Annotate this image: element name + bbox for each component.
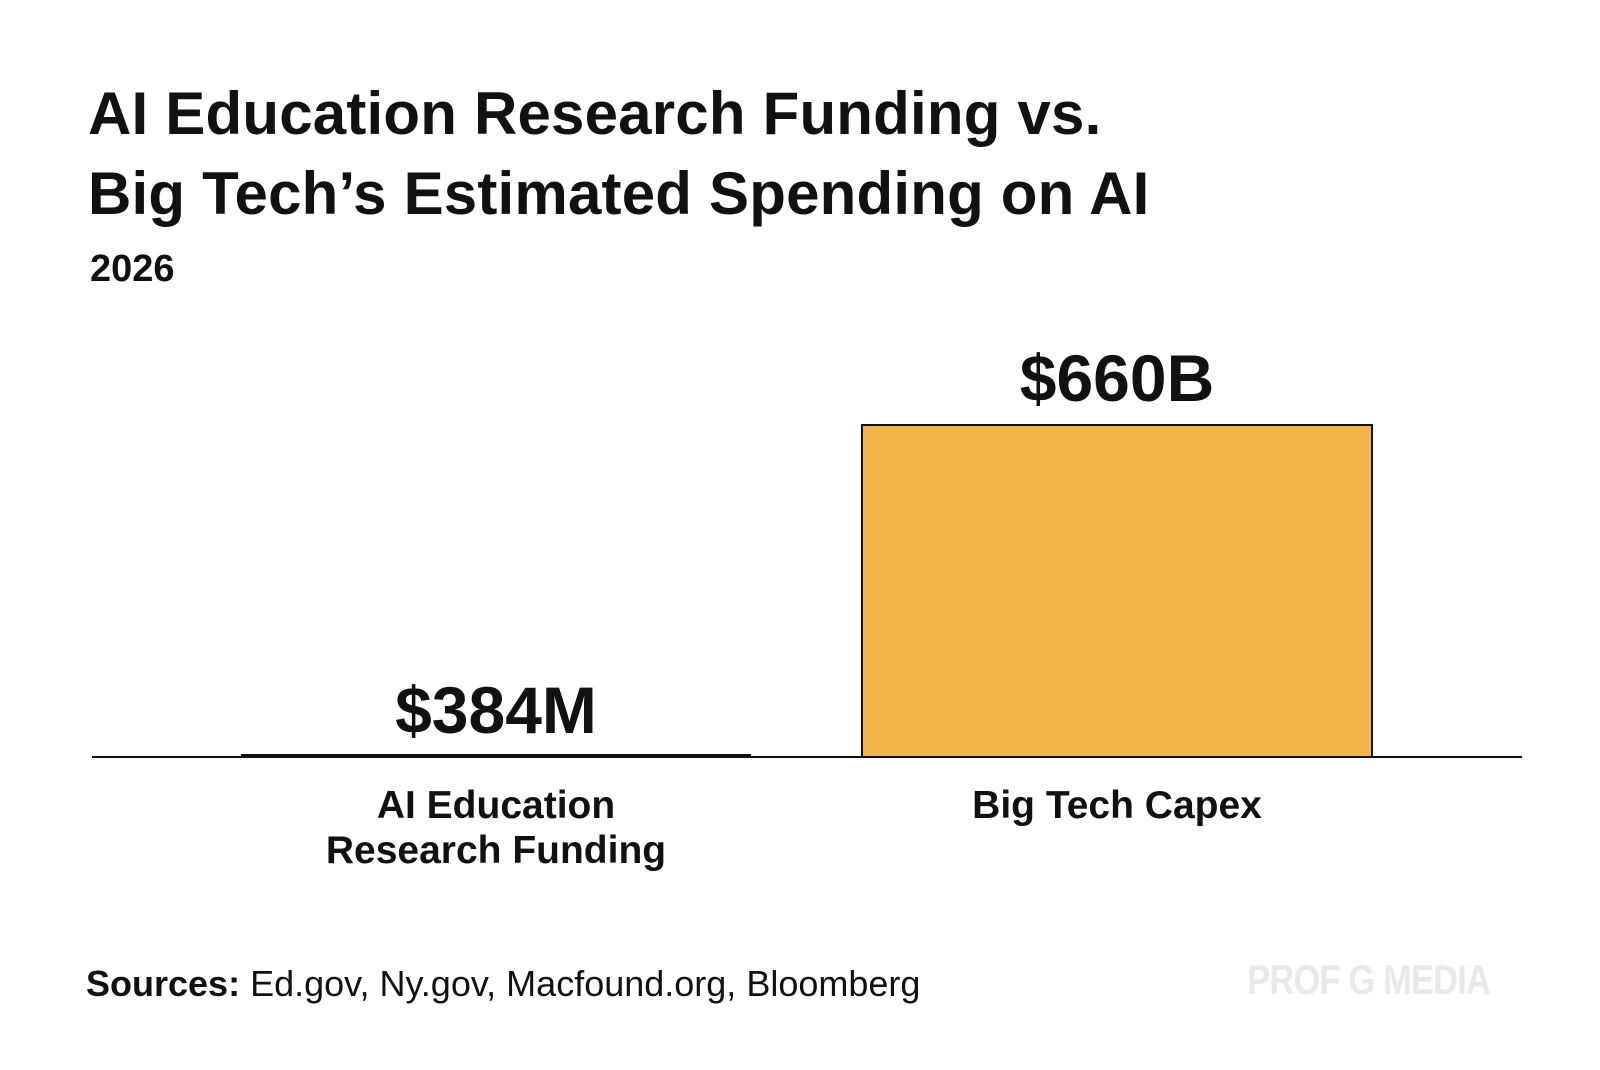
category-label-2-line-1: Big Tech Capex [972, 784, 1262, 827]
sources-note: Sources: Ed.gov, Ny.gov, Macfound.org, B… [86, 962, 920, 1006]
data-label-2: $660B [1020, 341, 1215, 415]
bar-2 [861, 424, 1373, 758]
category-label-1-line-2: Research Funding [326, 829, 666, 872]
chart-title-line-1: AI Education Research Funding vs. [88, 80, 1102, 147]
brand-watermark: PROF G MEDIA [1247, 956, 1491, 1003]
chart-title: AI Education Research Funding vs. Big Te… [88, 74, 1150, 234]
data-label-1: $384M [395, 673, 597, 747]
chart-subtitle: 2026 [90, 248, 175, 290]
chart-title-line-2: Big Tech’s Estimated Spending on AI [88, 160, 1150, 227]
bar-1 [241, 754, 751, 757]
sources-text: Ed.gov, Ny.gov, Macfound.org, Bloomberg [240, 963, 921, 1004]
category-label-1-line-1: AI Education [377, 784, 615, 827]
sources-lead: Sources: [86, 963, 241, 1004]
